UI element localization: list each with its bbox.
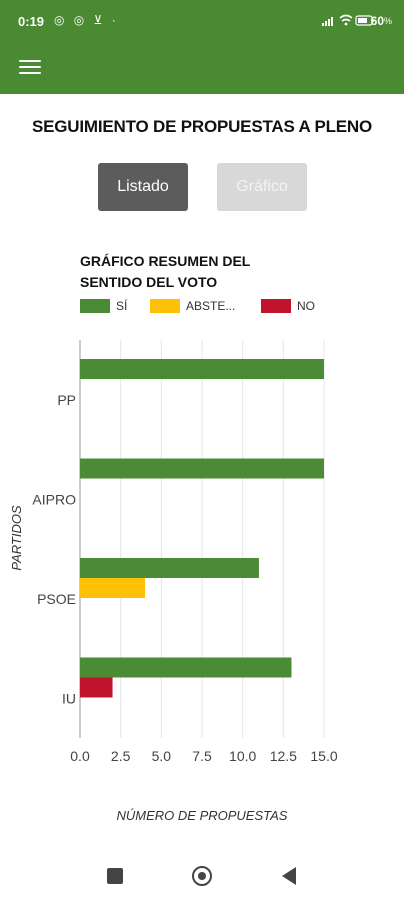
legend-label-no: NO [297, 299, 315, 313]
x-tick-label: 0.0 [70, 748, 90, 764]
notification-icons: ◎ ◎ ⊻ · [54, 13, 119, 27]
app-bar [0, 44, 404, 94]
home-dot-icon [198, 872, 206, 880]
y-axis-label: PARTIDOS [9, 505, 24, 571]
legend-swatch-abstencion [150, 299, 180, 313]
category-label: PP [57, 392, 76, 408]
recent-apps-button[interactable] [107, 868, 123, 884]
page-title: SEGUIMIENTO DE PROPUESTAS A PLENO [31, 117, 373, 136]
legend-swatch-si [80, 299, 110, 313]
status-bar: 0:19 ◎ ◎ ⊻ · 60 % [0, 0, 404, 44]
x-tick-label: 12.5 [270, 748, 297, 764]
list-view-button[interactable]: Listado [98, 163, 188, 211]
category-label: PSOE [37, 591, 76, 607]
x-tick-label: 2.5 [111, 748, 131, 764]
system-icons [322, 13, 392, 30]
back-button[interactable] [282, 867, 296, 885]
legend-label-si: SÍ [116, 299, 128, 313]
legend-swatch-no [261, 299, 291, 313]
signal-wifi-battery-icon [322, 14, 374, 26]
menu-icon[interactable] [19, 56, 41, 78]
bar-iu-no[interactable] [80, 677, 113, 698]
category-label: AIPRO [32, 492, 76, 508]
chart-title-line-2: SENTIDO DEL VOTO [80, 274, 218, 290]
bar-iu-si[interactable] [80, 657, 292, 678]
bar-psoe-abstencion[interactable] [80, 578, 146, 598]
status-time: 0:19 [18, 14, 45, 29]
chart-title: GRÁFICO RESUMEN DEL SENTIDO DEL VOTO [80, 251, 300, 293]
battery-unit: % [383, 16, 392, 26]
x-tick-label: 10.0 [229, 748, 256, 764]
x-tick-label: 7.5 [192, 748, 212, 764]
bar-aipro-si[interactable] [80, 458, 324, 479]
bar-chart: PP AIPRO PSOE IU 0.0 2.5 5.0 7.5 10.0 12.5 15.0 P… [9, 340, 338, 823]
category-label: IU [62, 691, 76, 707]
bar-pp-si[interactable] [80, 359, 324, 379]
chart-title-line-1: GRÁFICO RESUMEN DEL [80, 253, 251, 269]
battery-level: 60 [370, 14, 384, 28]
x-axis-label: NÚMERO DE PROPUESTAS [117, 808, 288, 823]
chart-view-button[interactable]: Gráfico [217, 163, 307, 211]
legend-label-abstencion: ABSTE... [186, 299, 236, 313]
home-button[interactable] [192, 866, 212, 886]
bar-psoe-si[interactable] [80, 558, 259, 578]
x-tick-label: 5.0 [152, 748, 172, 764]
x-tick-label: 15.0 [310, 748, 337, 764]
